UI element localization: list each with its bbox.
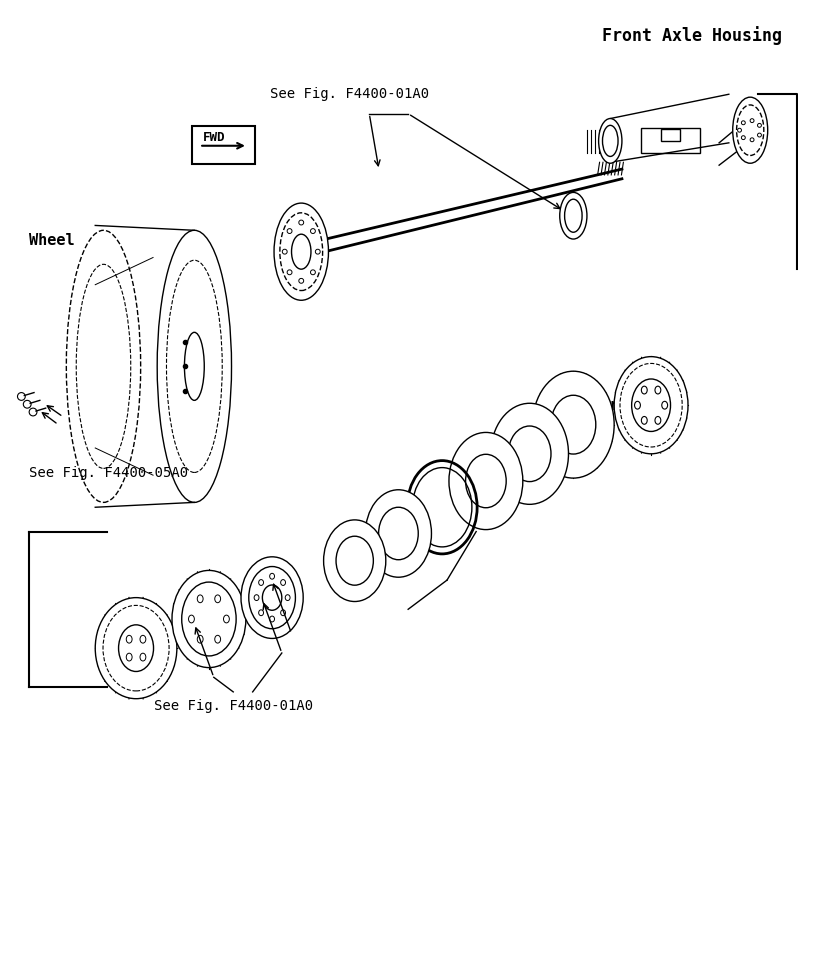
- Ellipse shape: [533, 371, 614, 478]
- FancyBboxPatch shape: [192, 126, 255, 165]
- Text: FWD: FWD: [203, 132, 225, 144]
- Text: Carrier: Carrier: [583, 398, 647, 413]
- Ellipse shape: [732, 97, 768, 164]
- Ellipse shape: [241, 557, 303, 638]
- Text: Front Axle Housing: Front Axle Housing: [603, 26, 782, 45]
- Ellipse shape: [274, 203, 328, 300]
- Ellipse shape: [172, 570, 245, 667]
- Text: See Fig. F4400-05A0: See Fig. F4400-05A0: [30, 466, 188, 481]
- Ellipse shape: [614, 356, 688, 454]
- Ellipse shape: [323, 520, 386, 602]
- Ellipse shape: [491, 403, 568, 505]
- Ellipse shape: [449, 432, 523, 530]
- Ellipse shape: [365, 490, 432, 577]
- Text: See Fig. F4400-01A0: See Fig. F4400-01A0: [154, 699, 313, 714]
- Ellipse shape: [95, 598, 177, 699]
- Text: Wheel: Wheel: [30, 232, 75, 247]
- Ellipse shape: [560, 193, 587, 239]
- Ellipse shape: [599, 118, 622, 164]
- Text: See Fig. F4400-01A0: See Fig. F4400-01A0: [270, 88, 429, 101]
